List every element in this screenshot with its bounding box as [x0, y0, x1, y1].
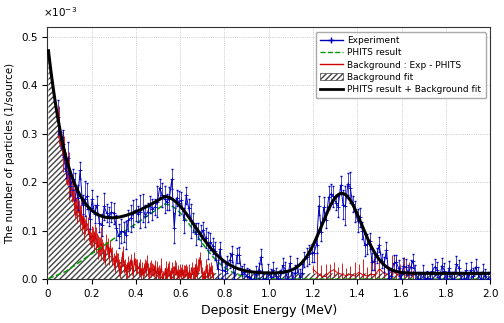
- Line: PHITS result: PHITS result: [48, 204, 490, 279]
- Experiment: [106, 214, 112, 218]
- PHITS result + Background fit: [234, 266, 240, 270]
- PHITS result + Background fit: [478, 271, 484, 275]
- PHITS result + Background fit: [122, 214, 128, 218]
- Line: PHITS result + Background fit: PHITS result + Background fit: [48, 51, 490, 273]
- PHITS result: [162, 202, 168, 206]
- Experiment: [62, 169, 69, 173]
- PHITS result: [122, 229, 128, 233]
- PHITS result + Background fit: [431, 271, 437, 275]
- Y-axis label: The number of particles (1/source): The number of particles (1/source): [6, 63, 16, 244]
- PHITS result: [215, 260, 221, 264]
- X-axis label: Deposit Energy (MeV): Deposit Energy (MeV): [201, 305, 337, 318]
- PHITS result: [234, 272, 240, 276]
- Experiment: [231, 277, 237, 281]
- Experiment: [219, 268, 225, 272]
- PHITS result: [431, 277, 437, 281]
- Experiment: [442, 269, 448, 273]
- PHITS result: [96, 247, 102, 251]
- Experiment: [475, 273, 481, 276]
- Experiment: [487, 277, 493, 281]
- PHITS result + Background fit: [215, 254, 221, 258]
- Experiment: [55, 115, 61, 119]
- PHITS result: [487, 277, 493, 281]
- PHITS result + Background fit: [96, 213, 102, 217]
- Legend: Experiment, PHITS result, Background : Exp - PHITS, Background fit, PHITS result: Experiment, PHITS result, Background : E…: [316, 32, 486, 99]
- PHITS result + Background fit: [487, 271, 493, 275]
- Text: $\times10^{-3}$: $\times10^{-3}$: [43, 5, 77, 19]
- PHITS result + Background fit: [45, 49, 51, 53]
- PHITS result: [479, 277, 485, 281]
- PHITS result: [45, 277, 51, 281]
- Line: Experiment: Experiment: [56, 115, 492, 281]
- Experiment: [145, 210, 151, 214]
